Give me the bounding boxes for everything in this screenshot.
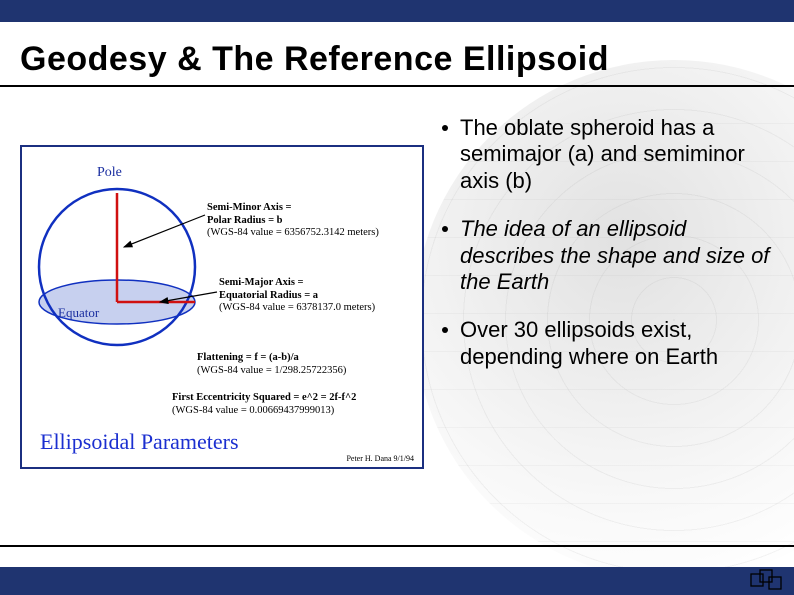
- diagram-pane: Pole Equator Semi-Minor Axis = Polar Rad…: [20, 115, 420, 525]
- eccentricity-annotation: First Eccentricity Squared = e^2 = 2f-f^…: [172, 392, 356, 417]
- list-item: Over 30 ellipsoids exist, depending wher…: [438, 317, 774, 370]
- equator-label: Equator: [58, 305, 99, 321]
- flattening-annotation: Flattening = f = (a-b)/a (WGS-84 value =…: [197, 352, 346, 377]
- bullet-text: The idea of an ellipsoid describes the s…: [460, 216, 769, 294]
- list-item: The oblate spheroid has a semimajor (a) …: [438, 115, 774, 194]
- title-area: Geodesy & The Reference Ellipsoid: [20, 40, 774, 87]
- diagram-credit: Peter H. Dana 9/1/94: [346, 454, 414, 463]
- slide: Geodesy & The Reference Ellipsoid: [0, 0, 794, 595]
- semi-minor-annotation: Semi-Minor Axis = Polar Radius = b (WGS-…: [207, 202, 379, 240]
- bottom-band: [0, 567, 794, 595]
- bullet-text: Over 30 ellipsoids exist, depending wher…: [460, 317, 718, 368]
- list-item: The idea of an ellipsoid describes the s…: [438, 216, 774, 295]
- bullet-text: The oblate spheroid has a semimajor (a) …: [460, 115, 745, 193]
- pole-label: Pole: [97, 165, 122, 181]
- overlapping-squares-icon: [750, 569, 784, 591]
- ellipsoid-diagram: Pole Equator Semi-Minor Axis = Polar Rad…: [20, 145, 424, 469]
- semi-major-annotation: Semi-Major Axis = Equatorial Radius = a …: [219, 277, 375, 315]
- arrow-to-b: [124, 215, 205, 247]
- top-band: [0, 0, 794, 22]
- bullet-list: The oblate spheroid has a semimajor (a) …: [438, 115, 774, 370]
- title-rule: [0, 85, 794, 87]
- parameters-title: Ellipsoidal Parameters: [40, 429, 239, 455]
- page-title: Geodesy & The Reference Ellipsoid: [20, 40, 774, 79]
- content-area: Pole Equator Semi-Minor Axis = Polar Rad…: [20, 115, 774, 525]
- bullet-pane: The oblate spheroid has a semimajor (a) …: [420, 115, 774, 525]
- bottom-rule: [0, 545, 794, 547]
